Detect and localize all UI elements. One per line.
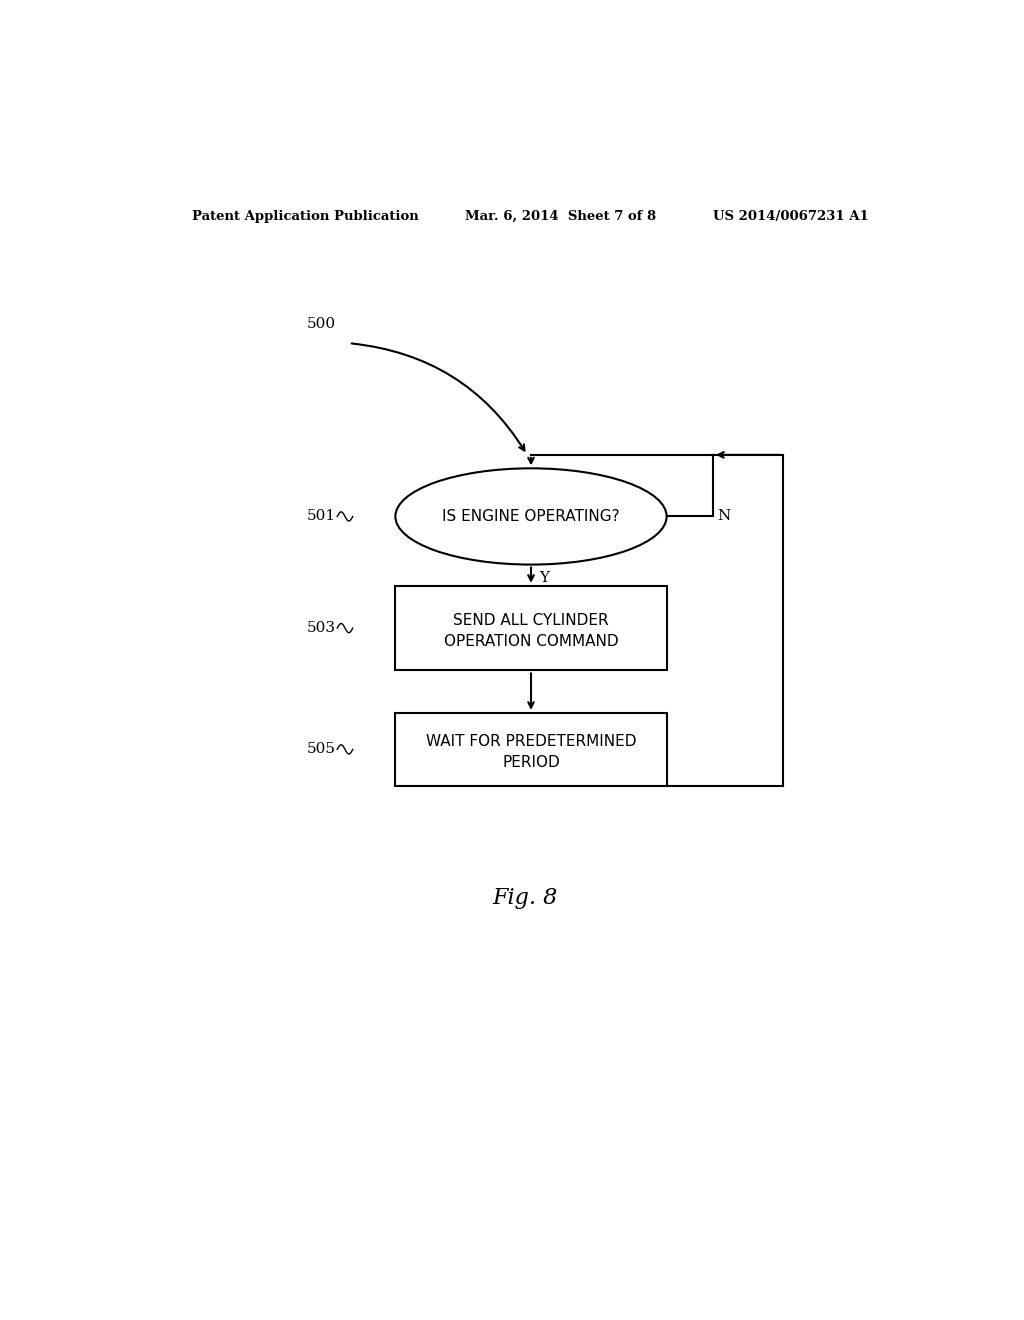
Text: SEND ALL CYLINDER: SEND ALL CYLINDER — [454, 612, 609, 628]
Text: 501: 501 — [306, 510, 336, 524]
Text: 500: 500 — [306, 317, 336, 331]
Text: IS ENGINE OPERATING?: IS ENGINE OPERATING? — [442, 510, 620, 524]
Text: 503: 503 — [307, 622, 336, 635]
Text: Patent Application Publication: Patent Application Publication — [191, 210, 418, 223]
Text: US 2014/0067231 A1: US 2014/0067231 A1 — [713, 210, 869, 223]
Text: PERIOD: PERIOD — [502, 755, 560, 770]
Text: OPERATION COMMAND: OPERATION COMMAND — [443, 634, 618, 648]
Text: Mar. 6, 2014  Sheet 7 of 8: Mar. 6, 2014 Sheet 7 of 8 — [465, 210, 656, 223]
Bar — [395, 586, 667, 671]
Bar — [395, 713, 667, 785]
Text: N: N — [717, 510, 730, 524]
Text: Fig. 8: Fig. 8 — [493, 887, 557, 908]
Text: WAIT FOR PREDETERMINED: WAIT FOR PREDETERMINED — [426, 734, 636, 750]
Text: Y: Y — [539, 572, 549, 586]
Text: 505: 505 — [307, 742, 336, 756]
